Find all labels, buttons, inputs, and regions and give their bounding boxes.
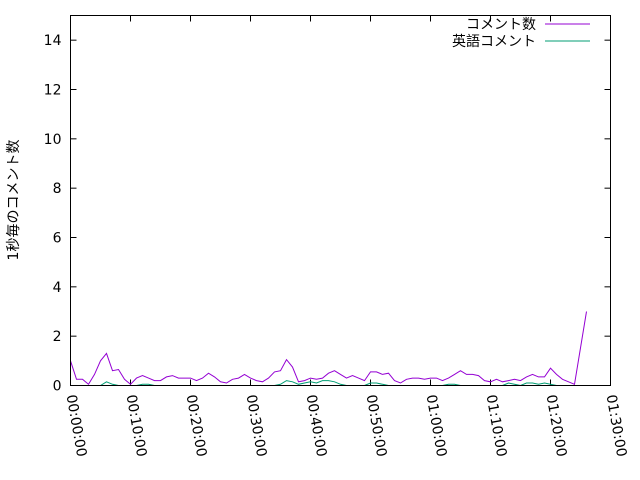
y-tick-label: 14 (44, 33, 62, 49)
x-tick-label: 01:10:00 (483, 393, 510, 458)
y-ticks: 0 2 4 6 8 10 12 14 (44, 33, 611, 395)
y-tick-label: 2 (53, 329, 62, 345)
x-tick-label: 00:10:00 (123, 393, 150, 458)
legend-label: コメント数 (466, 17, 536, 33)
plot-frame (70, 15, 611, 386)
legend-label: 英語コメント (452, 33, 536, 50)
y-axis-label: 1秒毎のコメント数 (6, 140, 22, 261)
x-tick-label: 01:30:00 (603, 393, 630, 458)
x-tick-label: 00:40:00 (303, 393, 330, 458)
y-tick-label: 6 (53, 231, 62, 247)
y-tick-label: 0 (53, 379, 62, 395)
x-tick-label: 00:50:00 (363, 393, 390, 458)
x-tick-label: 00:20:00 (183, 393, 210, 458)
y-tick-label: 8 (53, 181, 62, 197)
x-tick-label: 00:00:00 (63, 393, 90, 458)
x-ticks: 00:00:00 00:10:00 00:20:00 00:30:00 00:40:00… (63, 15, 630, 458)
series-lines (70, 311, 587, 387)
x-tick-label: 01:00:00 (423, 393, 450, 458)
x-tick-label: 01:20:00 (543, 393, 570, 458)
series-line-1 (70, 380, 587, 387)
y-tick-label: 4 (53, 280, 62, 296)
x-tick-label: 00:30:00 (243, 393, 270, 458)
y-tick-label: 12 (44, 83, 62, 99)
y-tick-label: 10 (44, 132, 62, 148)
series-line-0 (70, 311, 587, 386)
